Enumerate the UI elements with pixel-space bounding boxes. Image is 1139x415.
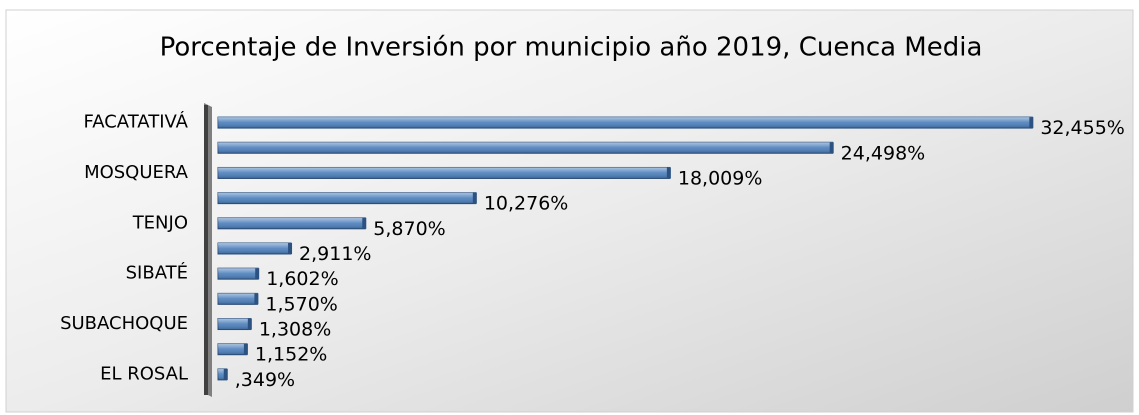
bar-shine	[218, 167, 670, 179]
bar-shine	[218, 318, 251, 330]
bar-end	[288, 243, 293, 254]
bar-shine	[218, 217, 366, 229]
bar-end	[1029, 117, 1034, 129]
data-label: 1,308%	[259, 319, 331, 341]
y-tick-label: SUBACHOQUE	[60, 313, 188, 334]
chart-background	[5, 9, 1134, 413]
bar-end	[243, 343, 248, 355]
y-tick-label: TENJO	[132, 212, 188, 233]
y-tick-label: SIBATÉ	[126, 262, 188, 284]
y-tick-label: MOSQUERA	[84, 162, 189, 183]
bar-shine	[218, 192, 476, 204]
chart-title: Porcentaje de Inversión por municipio añ…	[160, 33, 983, 63]
bar-shine	[218, 293, 258, 305]
bar-shine	[218, 268, 259, 280]
data-label: 10,276%	[484, 193, 569, 215]
bar-end	[829, 142, 834, 154]
data-label: 2,911%	[299, 243, 371, 265]
bar-end	[247, 318, 252, 330]
bar-end	[255, 268, 260, 280]
bar-end	[362, 217, 367, 229]
data-label: 32,455%	[1040, 117, 1125, 139]
data-label: ,349%	[235, 369, 295, 391]
bar-shine	[218, 142, 833, 154]
bar-end	[254, 293, 259, 305]
bar-end	[472, 192, 477, 204]
data-label: 1,602%	[266, 268, 338, 290]
data-label: 1,570%	[265, 293, 337, 315]
bar-shine	[218, 243, 292, 254]
data-label: 5,870%	[373, 218, 445, 240]
bar-shine	[218, 343, 247, 355]
y-tick-label: FACATATIVÁ	[84, 111, 189, 133]
bar-shine	[218, 368, 227, 380]
bar-end	[223, 368, 228, 380]
data-label: 18,009%	[678, 167, 763, 189]
bar-shine	[218, 117, 1033, 129]
data-label: 24,498%	[841, 142, 926, 164]
y-tick-label: EL ROSAL	[100, 363, 188, 384]
bar-end	[666, 167, 671, 179]
data-label: 1,152%	[255, 344, 327, 366]
